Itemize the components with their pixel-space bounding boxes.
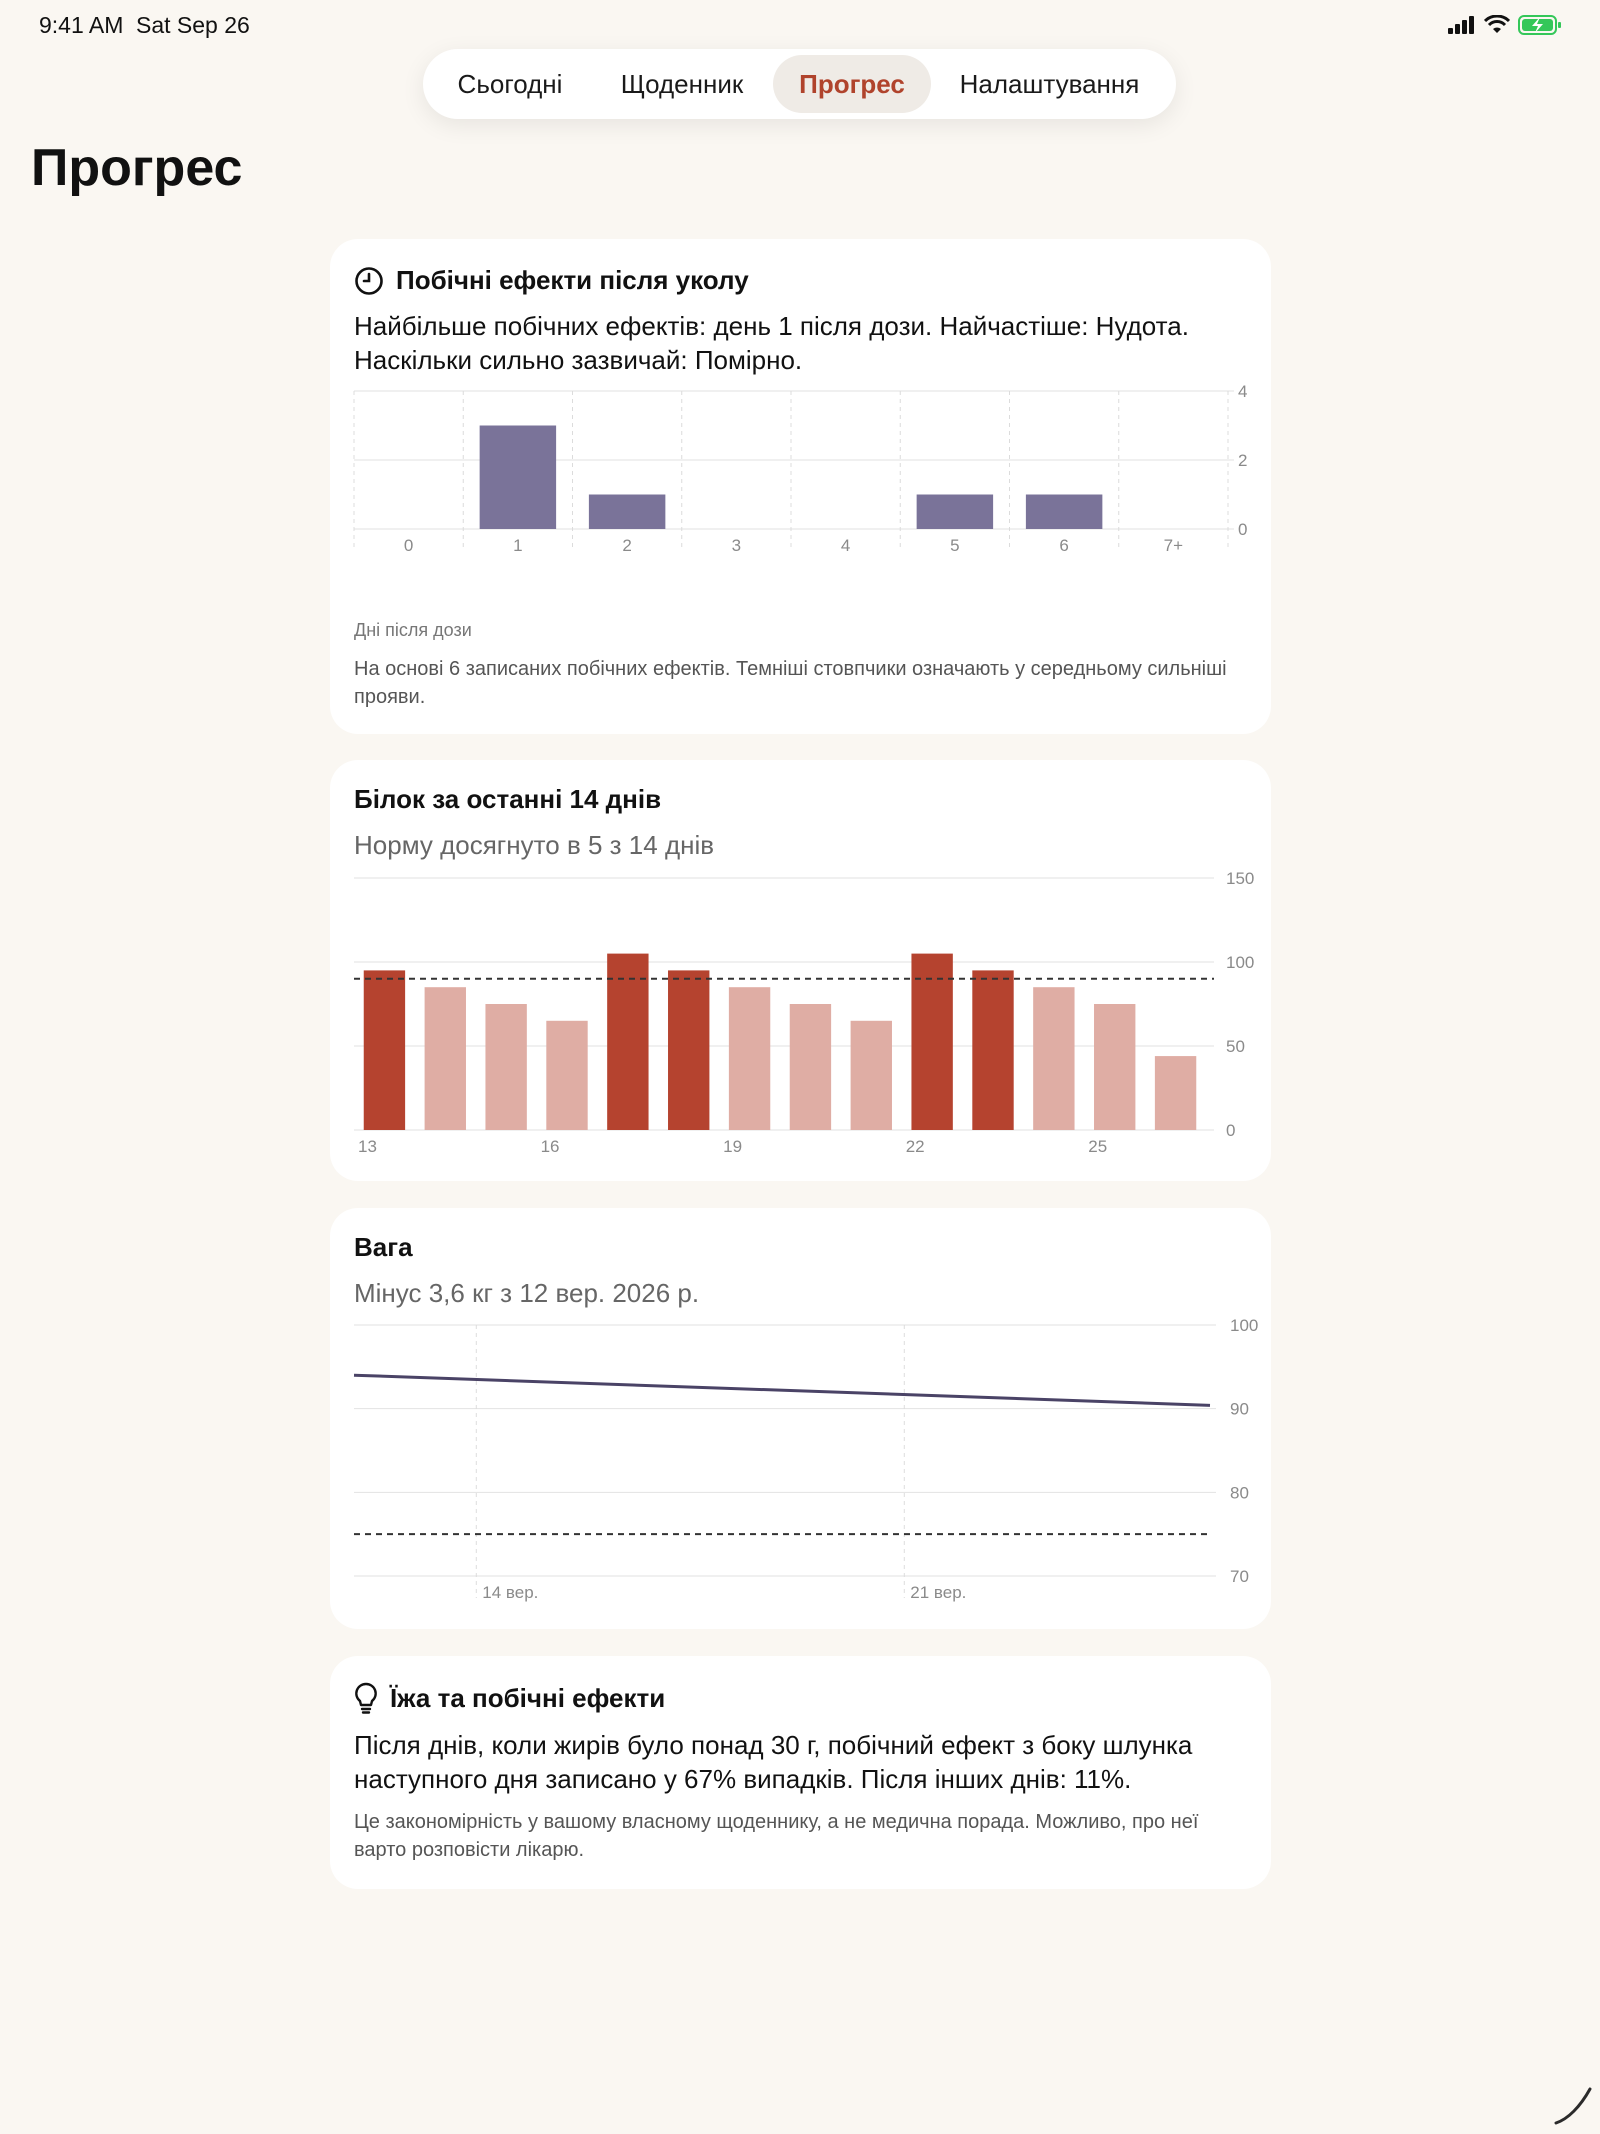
bar (485, 1004, 527, 1130)
x-tick-label: 5 (950, 536, 959, 555)
x-tick-label: 0 (404, 536, 413, 555)
protein-subtitle: Норму досягнуто в 5 з 14 днів (354, 830, 715, 860)
battery-charging-icon (1518, 15, 1561, 35)
lightbulb-icon (355, 1682, 377, 1714)
side-effects-header: Побічні ефекти після уколу (354, 265, 749, 296)
y-tick-label: 0 (1238, 520, 1247, 539)
weight-line (353, 1373, 1211, 1407)
y-tick-label: 50 (1226, 1037, 1245, 1056)
bar (850, 1020, 892, 1130)
y-tick-label: 2 (1238, 451, 1247, 470)
bar (789, 1004, 832, 1130)
scribble-icon (1554, 2087, 1592, 2125)
bar (1025, 494, 1103, 529)
y-tick-label: 80 (1230, 1483, 1249, 1502)
x-tick-label: 19 (723, 1137, 742, 1156)
bar (588, 494, 666, 529)
bar (728, 987, 771, 1130)
weight-card: Вага Мінус 3,6 кг з 12 вер. 2026 р. 70 80… (330, 1208, 1271, 1629)
y-tick-label: 100 (1226, 953, 1254, 972)
side-effects-chart: 0 2 4 0 1 2 3 4 5 6 7+ (353, 382, 1247, 555)
insight-title: Їжа та побічні ефекти (390, 1682, 666, 1713)
bar (972, 970, 1014, 1130)
x-tick-label: 4 (841, 536, 850, 555)
x-tick-label: 21 вер. (910, 1583, 966, 1602)
y-tick-label: 90 (1230, 1400, 1249, 1419)
bar (1033, 987, 1075, 1130)
tab-today[interactable]: Сьогодні (457, 68, 563, 99)
bar (668, 970, 710, 1130)
protein-chart: 0 50 100 150 13 16 19 22 25 (354, 869, 1254, 1156)
insight-body: Після днів, коли жирів було понад 30 г, … (354, 1730, 1193, 1794)
cellular-signal-icon (1448, 16, 1474, 34)
side-effects-summary: Найбільше побічних ефектів: день 1 після… (354, 311, 1189, 375)
y-tick-label: 0 (1226, 1121, 1235, 1140)
x-tick-label: 22 (906, 1137, 925, 1156)
y-tick-label: 100 (1230, 1316, 1258, 1335)
bar (546, 1020, 588, 1130)
weight-subtitle: Мінус 3,6 кг з 12 вер. 2026 р. (354, 1278, 700, 1308)
x-tick-label: 6 (1059, 536, 1068, 555)
bar (424, 987, 466, 1130)
x-tick-label: 13 (358, 1137, 377, 1156)
y-tick-label: 4 (1238, 382, 1247, 401)
x-tick-label: 14 вер. (482, 1583, 538, 1602)
protein-title: Білок за останні 14 днів (354, 784, 662, 814)
tab-diary[interactable]: Щоденник (620, 68, 744, 99)
bar (363, 970, 406, 1130)
bar (479, 425, 557, 529)
y-tick-label: 150 (1226, 869, 1254, 888)
insight-header: Їжа та побічні ефекти (354, 1682, 665, 1714)
insight-card: Їжа та побічні ефекти Після днів, коли ж… (330, 1656, 1271, 1889)
tab-progress[interactable]: Прогрес (773, 55, 931, 113)
wifi-icon (1484, 15, 1510, 33)
x-tick-label: 3 (732, 536, 741, 555)
weight-chart: 70 80 90 100 14 вер. 21 вер. (353, 1316, 1258, 1602)
side-effects-axis-caption: Дні після дози (354, 620, 472, 640)
page-title: Прогрес (31, 139, 243, 197)
tab-settings[interactable]: Налаштування (959, 68, 1140, 99)
top-tab-bar: Сьогодні Щоденник Прогрес Налаштування (423, 49, 1176, 119)
bar (607, 953, 649, 1130)
status-icons (1448, 14, 1562, 36)
x-tick-label: 16 (541, 1137, 560, 1156)
side-effects-title: Побічні ефекти після уколу (396, 265, 749, 295)
weight-title: Вага (354, 1232, 413, 1262)
status-date: Sat Sep 26 (136, 12, 250, 38)
bar (916, 494, 994, 529)
x-tick-label: 1 (513, 536, 522, 555)
side-effects-card: Побічні ефекти після уколу Найбільше поб… (330, 239, 1271, 734)
bar (1154, 1056, 1197, 1130)
clock-icon (355, 266, 383, 295)
status-time: 9:41 AM (39, 12, 124, 38)
insight-footnote: Це закономірність у вашому власному щоде… (354, 1811, 1199, 1861)
y-tick-label: 70 (1230, 1567, 1249, 1586)
x-tick-label: 7+ (1164, 536, 1183, 555)
x-tick-label: 25 (1088, 1137, 1107, 1156)
x-tick-label: 2 (622, 536, 631, 555)
status-bar: 9:41 AM Sat Sep 26 (0, 0, 1600, 50)
side-effects-footnote: На основі 6 записаних побічних ефектів. … (354, 658, 1227, 708)
protein-card: Білок за останні 14 днів Норму досягнуто… (330, 760, 1271, 1181)
bar (911, 953, 953, 1130)
bar (1094, 1004, 1136, 1130)
